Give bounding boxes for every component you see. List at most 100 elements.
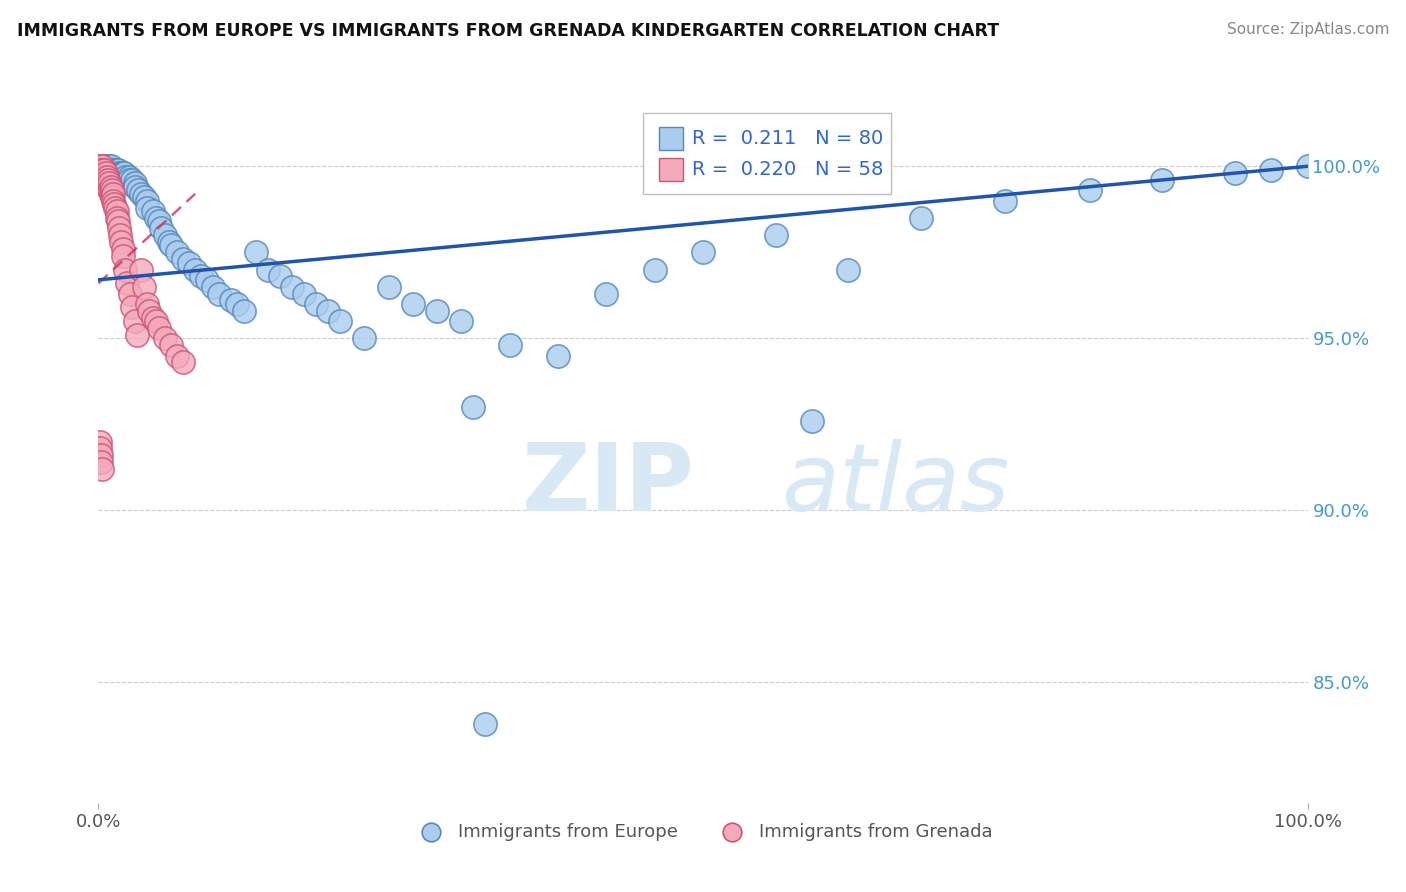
Point (101, 162, 124, 177)
Point (91, 159, 114, 173)
Point (160, 338, 183, 352)
Point (316, 303, 339, 318)
Point (450, 314, 472, 328)
Point (96, 159, 118, 173)
Point (245, 245, 267, 260)
Point (91, 166, 114, 180)
Text: IMMIGRANTS FROM EUROPE VS IMMIGRANTS FROM GRENADA KINDERGARTEN CORRELATION CHART: IMMIGRANTS FROM EUROPE VS IMMIGRANTS FRO… (17, 22, 1000, 40)
Point (100, 180, 122, 194)
Point (107, 214, 129, 228)
Point (117, 277, 139, 291)
Point (1260, 162, 1282, 177)
Point (135, 194, 157, 208)
Point (153, 228, 176, 243)
Point (93, 159, 115, 173)
Point (172, 252, 194, 267)
Point (91, 162, 114, 177)
Point (179, 255, 201, 269)
Point (100, 159, 122, 173)
Point (107, 162, 129, 177)
Point (90, 166, 112, 180)
Point (93, 162, 115, 177)
Point (114, 169, 136, 184)
Point (142, 204, 165, 219)
Point (124, 314, 146, 328)
Point (305, 297, 328, 311)
Point (111, 249, 134, 263)
Point (91, 462, 114, 476)
Point (101, 186, 124, 201)
Point (98, 159, 121, 173)
Point (111, 166, 134, 180)
Point (160, 238, 183, 252)
Point (89, 159, 111, 173)
Point (135, 201, 157, 215)
Point (100, 186, 122, 201)
Point (837, 262, 859, 277)
Point (994, 194, 1017, 208)
Point (547, 349, 569, 363)
Point (94, 159, 117, 173)
Point (232, 303, 254, 318)
Point (90, 159, 112, 173)
Text: ZIP: ZIP (522, 439, 695, 531)
Point (800, 414, 823, 428)
Point (353, 331, 375, 345)
Text: Source: ZipAtlas.com: Source: ZipAtlas.com (1226, 22, 1389, 37)
Point (103, 197, 125, 211)
Point (1223, 166, 1246, 180)
Point (91, 159, 114, 173)
Point (172, 355, 194, 369)
Point (89, 162, 111, 177)
Point (90, 448, 112, 462)
Point (148, 321, 170, 335)
Point (100, 190, 122, 204)
Point (157, 235, 180, 249)
Point (100, 162, 122, 177)
Point (226, 297, 249, 311)
Point (292, 286, 315, 301)
Point (134, 190, 156, 204)
Text: R =  0.211   N = 80: R = 0.211 N = 80 (692, 128, 883, 148)
Point (89, 159, 111, 173)
Point (97, 159, 120, 173)
Point (100, 183, 122, 197)
Point (121, 173, 143, 187)
Point (110, 166, 132, 180)
Point (644, 262, 666, 277)
Point (105, 162, 128, 177)
Point (129, 186, 152, 201)
Point (104, 201, 127, 215)
Point (134, 279, 156, 293)
Point (89, 434, 111, 449)
Point (108, 166, 131, 180)
Point (426, 303, 449, 318)
Point (1152, 173, 1174, 187)
Point (101, 194, 124, 208)
Point (145, 211, 167, 225)
Point (96, 169, 118, 184)
Point (145, 314, 167, 328)
Point (221, 293, 243, 308)
Point (329, 314, 352, 328)
Point (94, 166, 117, 180)
Point (112, 166, 135, 180)
Point (256, 262, 278, 277)
Point (90, 159, 112, 173)
Point (148, 214, 170, 228)
Point (166, 245, 188, 260)
Point (124, 180, 146, 194)
Point (124, 177, 146, 191)
Point (150, 221, 173, 235)
Point (269, 269, 291, 284)
Point (1296, 159, 1319, 173)
Point (138, 303, 160, 318)
Point (103, 162, 125, 177)
Point (96, 177, 118, 191)
Point (474, 716, 496, 731)
Point (90, 455, 112, 469)
Point (105, 204, 128, 219)
Point (118, 173, 141, 187)
Point (121, 301, 143, 315)
Point (595, 286, 617, 301)
